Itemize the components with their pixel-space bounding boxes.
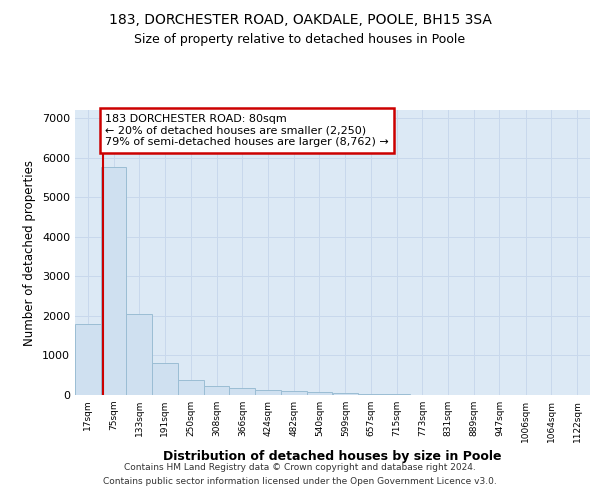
Bar	[101, 168, 127, 395]
Bar	[127, 314, 152, 395]
Bar	[152, 362, 178, 395]
Text: Contains public sector information licensed under the Open Government Licence v3: Contains public sector information licen…	[103, 478, 497, 486]
Bar	[255, 390, 281, 395]
Bar	[307, 392, 332, 395]
Bar	[204, 386, 229, 395]
Bar	[332, 393, 358, 395]
Bar	[75, 324, 101, 395]
Bar	[229, 388, 255, 395]
X-axis label: Distribution of detached houses by size in Poole: Distribution of detached houses by size …	[163, 450, 502, 464]
Text: Size of property relative to detached houses in Poole: Size of property relative to detached ho…	[134, 32, 466, 46]
Text: 183 DORCHESTER ROAD: 80sqm
← 20% of detached houses are smaller (2,250)
79% of s: 183 DORCHESTER ROAD: 80sqm ← 20% of deta…	[105, 114, 389, 147]
Bar	[178, 380, 204, 395]
Bar	[281, 392, 307, 395]
Bar	[384, 394, 410, 395]
Text: Contains HM Land Registry data © Crown copyright and database right 2024.: Contains HM Land Registry data © Crown c…	[124, 462, 476, 471]
Text: 183, DORCHESTER ROAD, OAKDALE, POOLE, BH15 3SA: 183, DORCHESTER ROAD, OAKDALE, POOLE, BH…	[109, 12, 491, 26]
Bar	[358, 394, 384, 395]
Y-axis label: Number of detached properties: Number of detached properties	[23, 160, 37, 346]
